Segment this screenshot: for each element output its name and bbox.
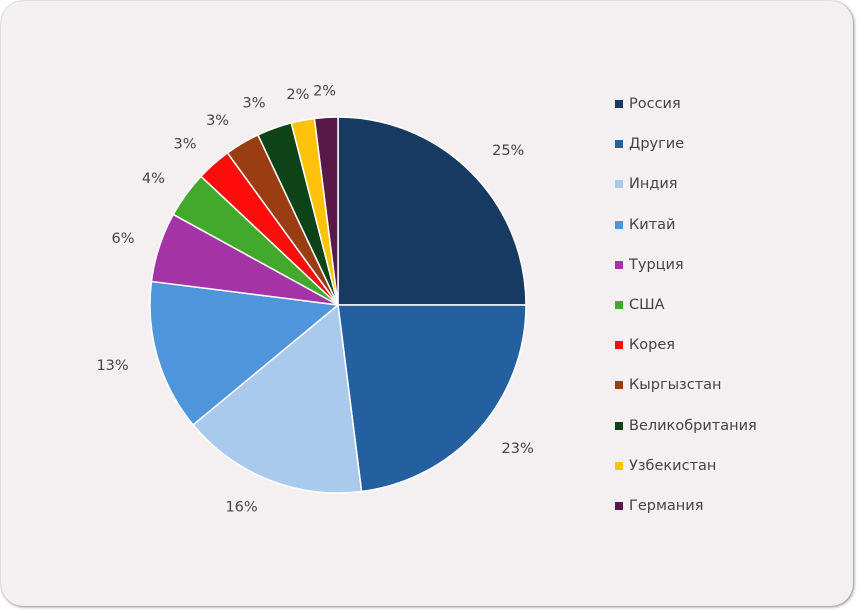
data-label-2: 23% <box>502 441 534 457</box>
legend-swatch <box>615 461 623 470</box>
legend-swatch <box>615 220 623 229</box>
legend-item-10: Узбекистан <box>615 456 757 496</box>
legend-item-6: США <box>615 295 757 335</box>
legend-item-7: Корея <box>615 335 757 375</box>
data-label-7: 3% <box>173 137 196 153</box>
legend-label: Китай <box>629 216 676 233</box>
legend-item-2: Другие <box>615 134 757 174</box>
legend-label: Узбекистан <box>629 457 717 474</box>
legend-item-11: Германия <box>615 496 757 536</box>
data-label-4: 13% <box>96 358 128 374</box>
pie-slice-3 <box>192 304 363 494</box>
data-label-10: 2% <box>286 87 309 103</box>
legend-item-3: Индия <box>615 174 757 214</box>
legend-item-4: Китай <box>615 215 757 255</box>
legend-label: США <box>629 296 665 313</box>
legend-label: Кыргызстан <box>629 377 722 394</box>
legend-label: Другие <box>629 136 685 153</box>
data-label-9: 3% <box>242 96 265 112</box>
chart-legend: Россия Другие Индия Китай Турция США Корея Кырг… <box>615 94 757 536</box>
legend-label: Россия <box>629 96 681 112</box>
legend-label: Германия <box>629 497 704 514</box>
legend-swatch <box>615 180 623 189</box>
legend-swatch <box>615 260 623 269</box>
legend-label: Индия <box>629 176 678 193</box>
legend-swatch <box>615 100 623 108</box>
data-label-8: 3% <box>206 113 229 129</box>
legend-item-1: Россия <box>615 94 757 134</box>
legend-label: Великобритания <box>629 417 757 434</box>
data-label-6: 4% <box>142 171 165 187</box>
data-label-11: 2% <box>313 83 336 99</box>
data-label-1: 25% <box>492 143 524 159</box>
pie-slice-4 <box>149 280 339 426</box>
pie-slice-2 <box>337 304 527 493</box>
legend-item-8: Кыргызстан <box>615 375 757 415</box>
legend-swatch <box>615 140 623 149</box>
legend-item-5: Турция <box>615 255 757 295</box>
legend-swatch <box>615 501 623 510</box>
legend-swatch <box>615 341 623 350</box>
legend-swatch <box>615 300 623 309</box>
legend-swatch <box>615 421 623 430</box>
pie-slice-1 <box>337 116 527 306</box>
data-label-5: 6% <box>111 231 134 247</box>
legend-label: Турция <box>629 256 684 273</box>
legend-swatch <box>615 381 623 390</box>
legend-item-9: Великобритания <box>615 416 757 456</box>
legend-label: Корея <box>629 337 676 354</box>
data-label-3: 16% <box>225 500 257 516</box>
pie-slice-11 <box>313 116 339 306</box>
